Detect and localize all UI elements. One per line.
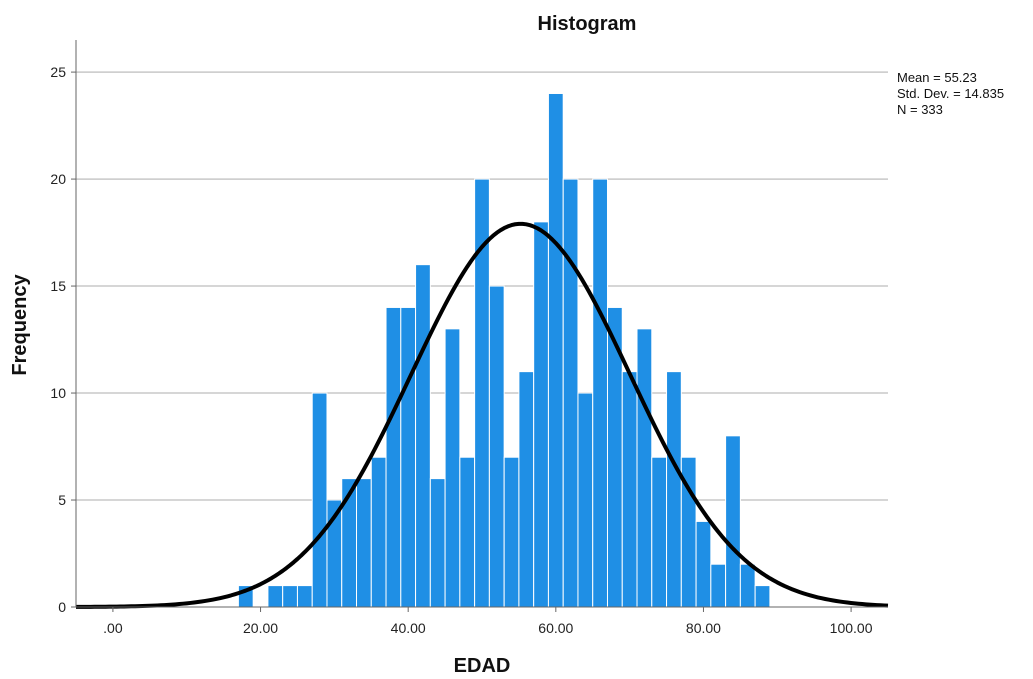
histogram-bar	[370, 456, 387, 608]
x-tick-label: 60.00	[538, 620, 573, 636]
y-axis-title: Frequency	[9, 274, 31, 376]
histogram-bar	[739, 563, 756, 608]
chart-title: Histogram	[538, 13, 637, 35]
x-tick-label: .00	[103, 620, 123, 636]
y-tick-label: 5	[58, 492, 66, 508]
y-tick-label: 20	[50, 171, 66, 187]
histogram-bar	[754, 585, 771, 608]
histogram-bar	[651, 456, 668, 608]
y-tick-label: 10	[50, 385, 66, 401]
x-axis-title: EDAD	[454, 655, 511, 677]
stats-mean: Mean = 55.23	[897, 70, 977, 85]
histogram-bar	[429, 478, 446, 608]
histogram-bar	[400, 306, 417, 608]
histogram-bar	[503, 456, 520, 608]
x-tick-label: 100.00	[830, 620, 873, 636]
x-tick-label: 40.00	[391, 620, 426, 636]
histogram-bar	[459, 456, 476, 608]
stats-std-dev: Std. Dev. = 14.835	[897, 86, 1004, 101]
histogram-bar	[533, 221, 549, 608]
x-axis-ticks: .00 20.00 40.00 60.00 80.00 100.00	[103, 607, 873, 636]
histogram-bar	[385, 306, 402, 608]
histogram-bar	[488, 285, 505, 608]
histogram-bar	[296, 585, 313, 608]
y-tick-label: 15	[50, 278, 66, 294]
histogram-bar	[725, 435, 741, 608]
histogram-bar	[518, 371, 535, 608]
histogram-bar	[592, 178, 608, 608]
histogram-bar	[311, 392, 328, 608]
histogram-bar	[695, 520, 712, 608]
histogram-bar	[710, 563, 727, 608]
histogram-bar	[577, 392, 594, 608]
histogram-bar	[444, 328, 461, 608]
histogram-bar	[547, 92, 564, 608]
x-tick-label: 20.00	[243, 620, 278, 636]
histogram-bar	[666, 371, 682, 608]
histogram-bar	[356, 478, 372, 608]
histogram-bar	[415, 264, 431, 608]
normal-curve	[75, 221, 889, 609]
x-tick-label: 80.00	[686, 620, 721, 636]
histogram-bar	[636, 328, 653, 608]
y-axis-ticks: 0 5 10 15 20 25	[50, 64, 76, 615]
histogram-bar	[562, 178, 579, 608]
histogram-bar	[267, 585, 284, 608]
y-tick-label: 0	[58, 599, 66, 615]
histogram-bar	[621, 371, 638, 608]
y-tick-label: 25	[50, 64, 66, 80]
histogram-bars	[237, 92, 771, 608]
histogram-bar	[282, 585, 298, 608]
stats-n: N = 333	[897, 102, 943, 117]
